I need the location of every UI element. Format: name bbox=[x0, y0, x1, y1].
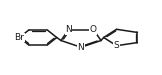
Text: O: O bbox=[90, 25, 97, 34]
Text: Br: Br bbox=[15, 33, 24, 42]
Text: N: N bbox=[65, 25, 72, 34]
Text: N: N bbox=[78, 43, 84, 52]
Text: S: S bbox=[114, 41, 119, 50]
